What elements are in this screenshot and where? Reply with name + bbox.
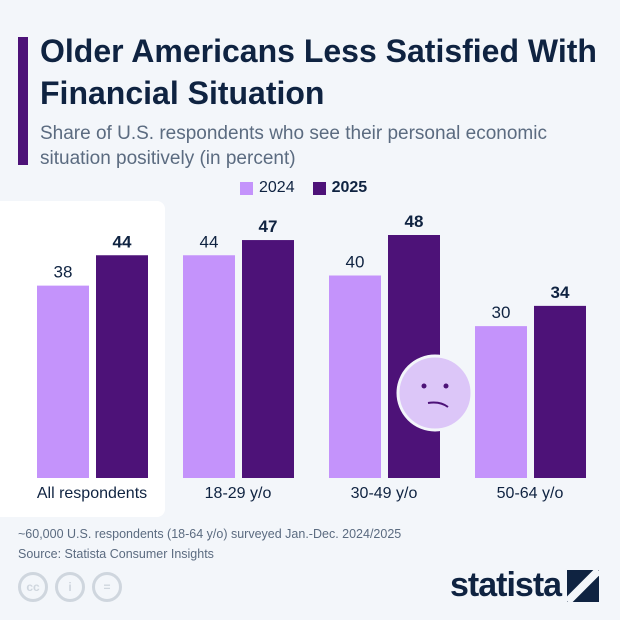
data-label-2025-1: 47: [259, 217, 278, 236]
bar-2024-3: [475, 326, 527, 478]
bar-2025-3: [534, 305, 586, 478]
bar-2025-1: [242, 240, 294, 478]
bar-2024-2: [329, 275, 381, 478]
logo-text: statista: [450, 566, 562, 604]
legend-label-2024: 2024: [259, 179, 295, 196]
data-label-2025-3: 34: [551, 283, 570, 302]
chart-subtitle: Share of U.S. respondents who see their …: [40, 123, 547, 169]
data-label-2024-3: 30: [492, 303, 511, 322]
face-eye-right: [443, 383, 449, 389]
data-label-2024-0: 38: [54, 263, 73, 282]
attribution-icon: i: [55, 572, 85, 602]
legend-swatch-2025: [312, 181, 326, 195]
bar-2025-0: [96, 255, 148, 478]
category-label-1: 18-29 y/o: [205, 485, 272, 502]
data-label-2025-0: 44: [113, 232, 132, 251]
bar-2024-1: [183, 255, 235, 478]
legend-item-2024: 2024: [240, 179, 295, 197]
category-label-2: 30-49 y/o: [351, 485, 418, 502]
chart-title: Older Americans Less Satisfied With Fina…: [40, 33, 597, 111]
category-label-3: 50-64 y/o: [497, 485, 564, 502]
face-mouth: [427, 401, 449, 408]
data-label-2024-1: 44: [200, 232, 219, 251]
survey-note: ~60,000 U.S. respondents (18-64 y/o) sur…: [18, 527, 402, 541]
statista-logo: statista: [450, 566, 600, 605]
legend-swatch-2024: [240, 181, 253, 195]
no-derivatives-icon: =: [92, 572, 122, 602]
footnote: ~60,000 U.S. respondents (18-64 y/o) sur…: [18, 524, 401, 564]
data-label-2024-2: 40: [346, 253, 365, 272]
legend: 2024 2025: [240, 179, 367, 197]
legend-item-2025: 2025: [312, 179, 368, 197]
license-icons: cc i =: [18, 572, 122, 602]
category-label-0: All respondents: [37, 485, 147, 502]
title-accent-bar: [18, 37, 28, 165]
bar-2024-0: [37, 285, 89, 478]
sad-face-icon: [396, 354, 474, 432]
data-label-2025-2: 48: [405, 212, 424, 231]
legend-label-2025: 2025: [331, 179, 368, 196]
logo-mark-icon: [567, 569, 600, 602]
cc-icon: cc: [18, 572, 48, 602]
face-eye-left: [421, 383, 427, 389]
source-note: Source: Statista Consumer Insights: [18, 547, 214, 561]
